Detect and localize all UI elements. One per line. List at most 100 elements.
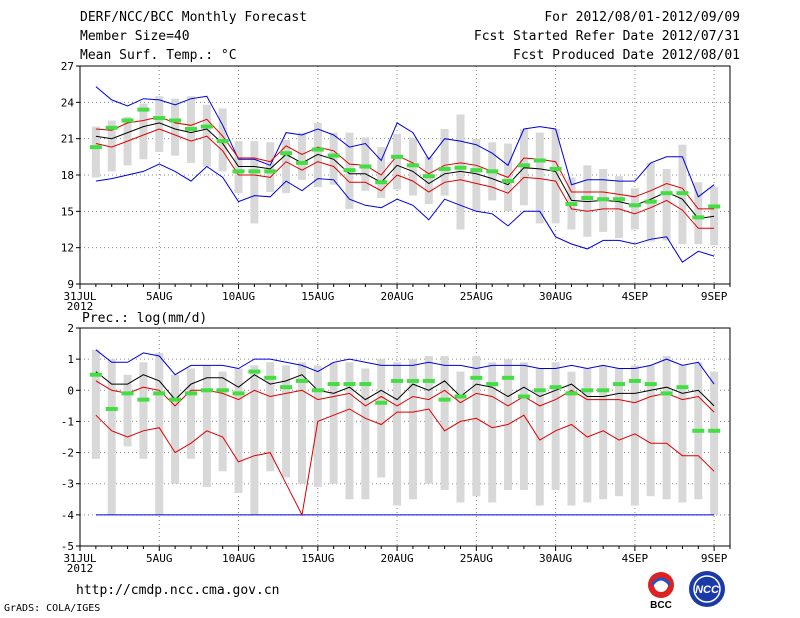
footer-url[interactable]: http://cmdp.ncc.cma.gov.cn xyxy=(76,583,280,598)
prec-spread-box xyxy=(250,365,259,515)
temp-spread-box xyxy=(630,188,639,230)
prec-member-mean-mark xyxy=(200,388,213,393)
prec-member-mean-mark xyxy=(438,397,451,402)
prec-member-mean-mark xyxy=(517,394,530,399)
prec-spread-box xyxy=(519,362,528,490)
temp-member-mean-mark xyxy=(200,124,213,129)
temp-spread-box xyxy=(266,142,275,192)
temp-ytick-label: 18 xyxy=(61,169,74,182)
prec-member-mean-mark xyxy=(280,385,293,390)
temp-year-label: 2012 xyxy=(67,300,94,313)
prec-ytick-label: 0 xyxy=(67,384,74,397)
temp-spread-box xyxy=(440,128,449,196)
temp-spread-box xyxy=(583,165,592,237)
prec-xtick-label: 10AUG xyxy=(222,552,255,565)
temp-spread-box xyxy=(297,132,306,180)
chart-title: DERF/NCC/BCC Monthly Forecast xyxy=(80,10,307,25)
prec-spread-box xyxy=(567,371,576,506)
temp-member-mean-mark xyxy=(454,165,467,170)
temp-member-mean-mark xyxy=(549,166,562,171)
prec-member-mean-mark xyxy=(121,391,134,396)
bcc-logo: BCC xyxy=(648,572,674,610)
prec-spread-box xyxy=(424,356,433,484)
prec-upper-line xyxy=(95,380,715,413)
prec-spread-box xyxy=(440,356,449,490)
temp-spread-box xyxy=(551,128,560,224)
started-date: Fcst Started Refer Date 2012/07/31 xyxy=(473,29,740,44)
prec-ytick-label: -4 xyxy=(61,509,75,522)
temp-member-mean-mark xyxy=(438,166,451,171)
prec-member-mean-mark xyxy=(660,391,673,396)
temp-member-mean-mark xyxy=(105,125,118,130)
temp-member-mean-mark xyxy=(169,118,182,123)
forecast-period: For 2012/08/01-2012/09/09 xyxy=(544,10,740,25)
temp-spread-box xyxy=(171,98,180,156)
prec-spread-box xyxy=(297,362,306,484)
prec-member-mean-mark xyxy=(597,388,610,393)
temp-member-mean-mark xyxy=(264,169,277,174)
prec-spread-line xyxy=(95,408,715,517)
prec-spread-box xyxy=(234,368,243,494)
temp-ytick-label: 12 xyxy=(61,242,74,255)
temp-xtick-label: 10AUG xyxy=(222,290,255,303)
prec-spread-box xyxy=(155,352,164,515)
temp-member-mean-mark xyxy=(533,158,546,163)
temp-spread-box xyxy=(155,96,164,152)
temp-lower-line xyxy=(95,128,715,229)
temp-ytick-label: 27 xyxy=(61,60,74,73)
prec-spread-box xyxy=(408,359,417,500)
temp-spread-box xyxy=(313,122,322,188)
prec-spread-box xyxy=(313,365,322,487)
temp-member-mean-mark xyxy=(153,116,166,121)
prec-member-mean-mark xyxy=(565,391,578,396)
temp-spread-box xyxy=(250,141,259,224)
prec-member-mean-mark xyxy=(486,382,499,387)
temp-ytick-label: 9 xyxy=(67,278,74,291)
prec-mean-line xyxy=(95,371,715,407)
prec-spread-box xyxy=(678,365,687,503)
prec-spread-box xyxy=(535,368,544,506)
temp-xtick-label: 31JUL xyxy=(63,290,96,303)
prec-ytick-label: 1 xyxy=(67,353,74,366)
temp-spread-box xyxy=(329,132,338,185)
prec-member-mean-mark xyxy=(708,428,721,433)
prec-member-mean-mark xyxy=(89,372,102,377)
prec-member-mean-mark xyxy=(343,382,356,387)
prec-ytick-label: 2 xyxy=(67,322,74,335)
prec-spread-box xyxy=(266,362,275,472)
prec-member-mean-mark xyxy=(692,428,705,433)
temp-spread-box xyxy=(535,132,544,224)
prec-member-mean-mark xyxy=(613,382,626,387)
prec-ytick-label: -2 xyxy=(61,447,74,460)
temp-member-mean-mark xyxy=(486,169,499,174)
temp-member-mean-mark xyxy=(422,174,435,179)
prec-member-mean-mark xyxy=(406,378,419,383)
temp-ytick-label: 24 xyxy=(61,96,75,109)
prec-spread-box xyxy=(91,349,100,459)
temp-xtick-label: 4SEP xyxy=(622,290,649,303)
temp-member-mean-mark xyxy=(121,118,134,123)
prec-xtick-label: 20AUG xyxy=(381,552,414,565)
prec-member-mean-mark xyxy=(391,378,404,383)
temp-spread-box xyxy=(361,137,370,191)
temp-member-mean-mark xyxy=(232,169,245,174)
prec-spread-box xyxy=(202,365,211,487)
prec-spread-box xyxy=(139,362,148,459)
prec-member-mean-mark xyxy=(153,391,166,396)
temp-member-mean-mark xyxy=(644,199,657,204)
prec-spread-box xyxy=(630,365,639,506)
temp-member-mean-mark xyxy=(581,196,594,201)
temp-spread-box xyxy=(139,103,148,160)
temp-member-mean-mark xyxy=(692,215,705,220)
prec-spread-box xyxy=(218,371,227,472)
temp-spread-box xyxy=(424,156,433,205)
temp-member-mean-mark xyxy=(502,179,515,184)
prec-spread-box xyxy=(710,371,719,515)
prec-member-mean-mark xyxy=(311,388,324,393)
temp-spread-box xyxy=(456,114,465,230)
prec-spread-box xyxy=(551,362,560,490)
temp-xtick-label: 25AUG xyxy=(460,290,493,303)
temp-spread-box xyxy=(393,133,402,190)
temp-xtick-label: 5AUG xyxy=(146,290,173,303)
prec-member-mean-mark xyxy=(295,378,308,383)
